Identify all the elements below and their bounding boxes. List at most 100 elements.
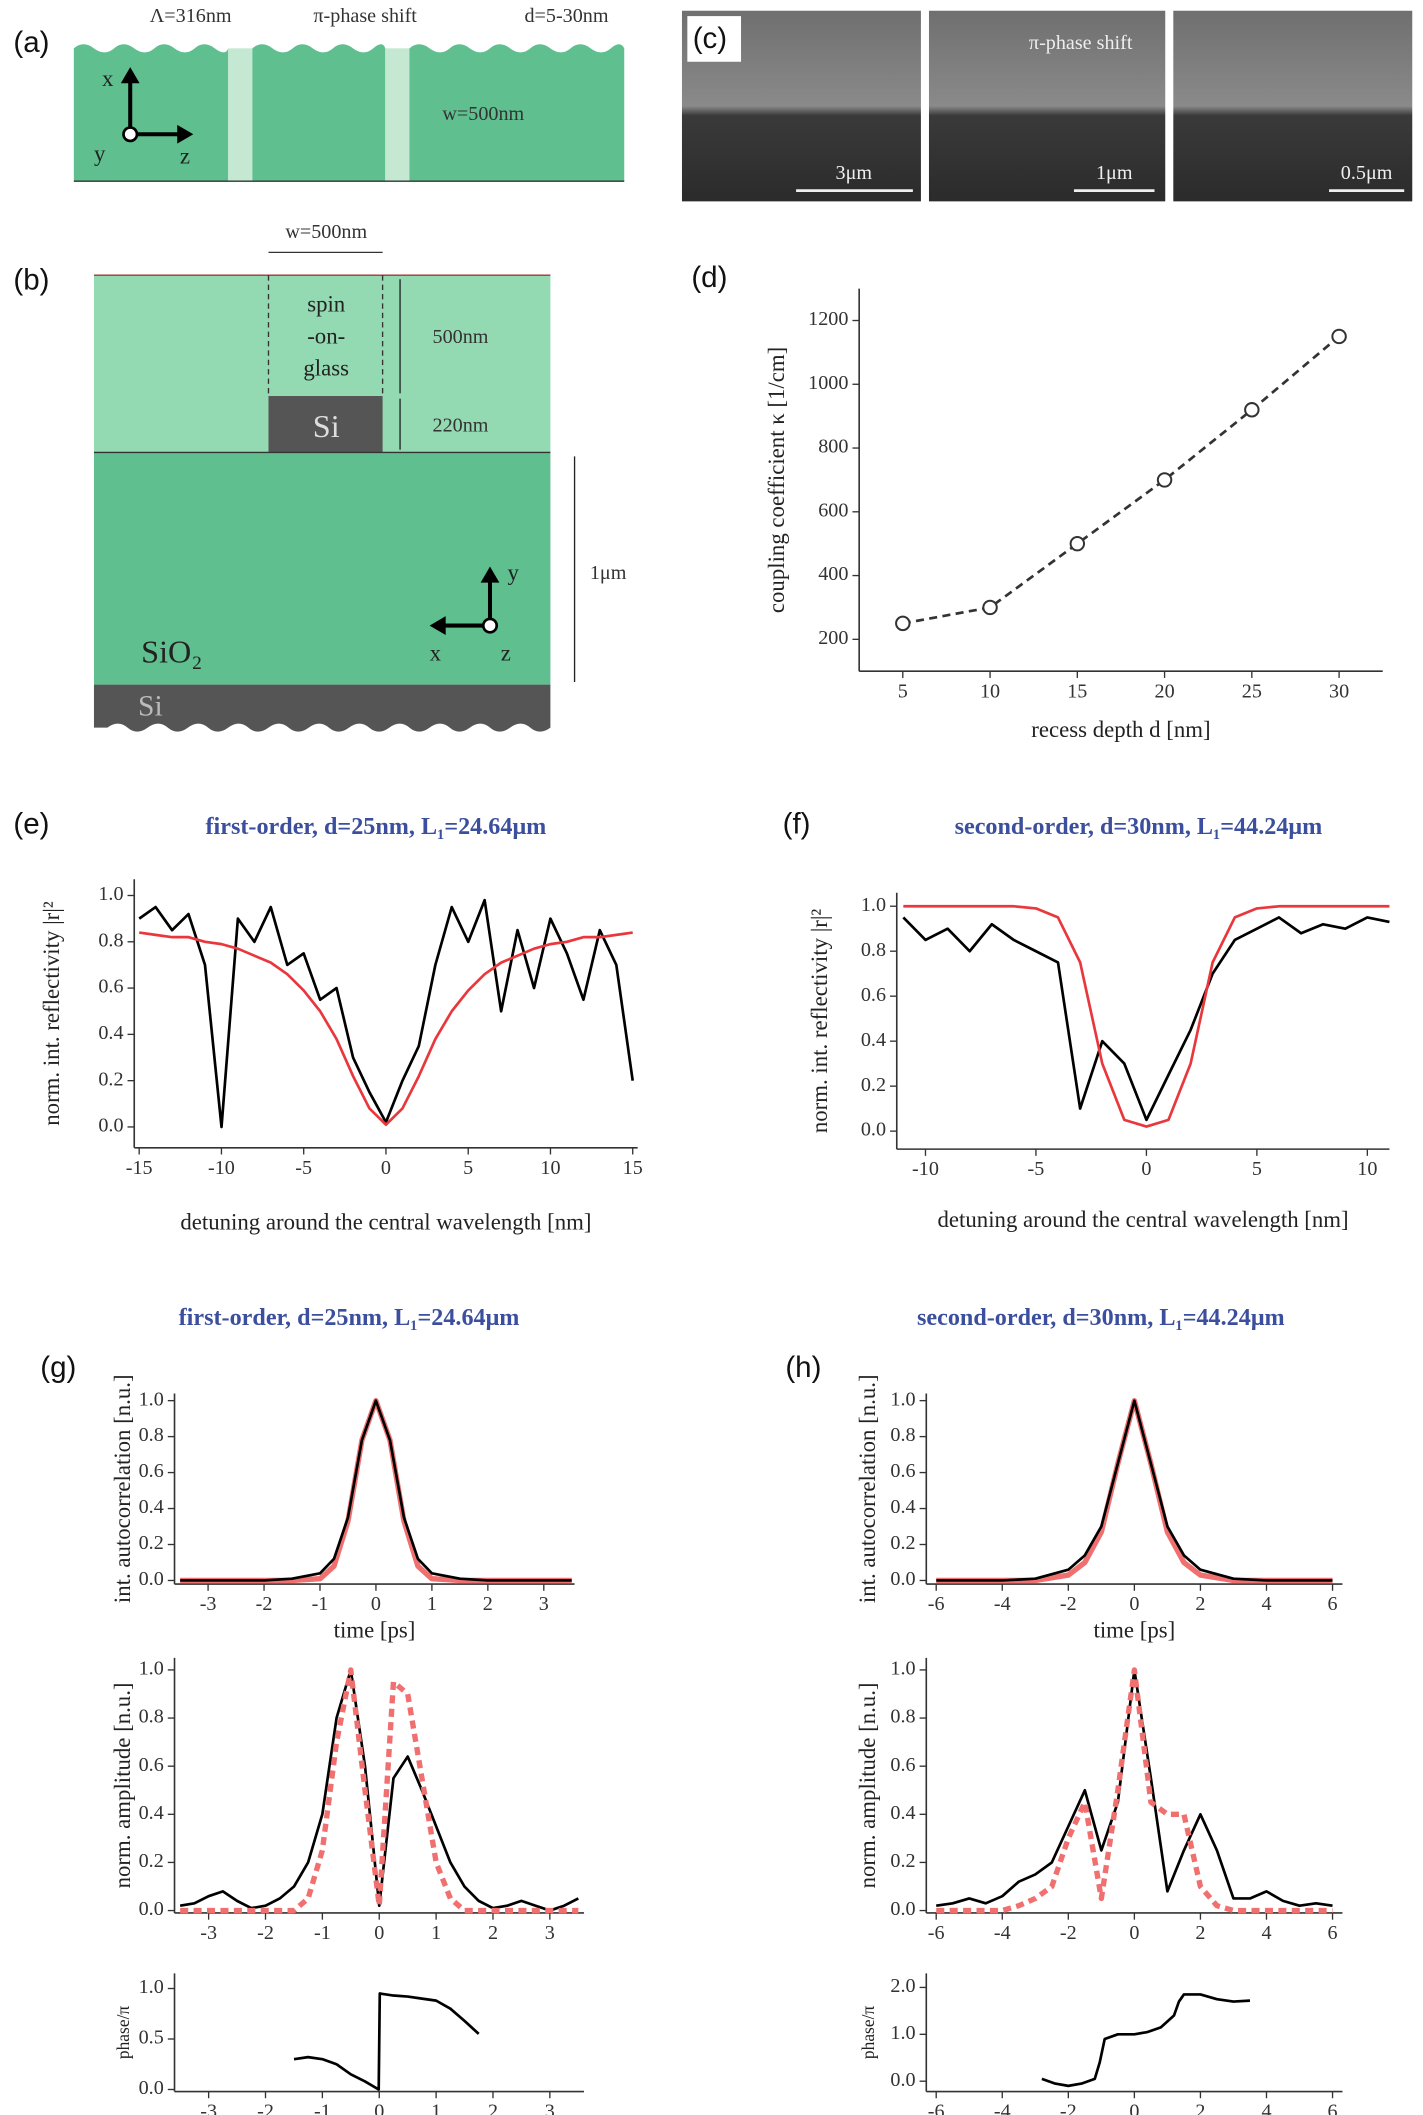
y-tick-label: 0.6 [139, 1754, 164, 1776]
y-tick-label: 0.8 [890, 1706, 915, 1728]
y-tick-label: 0.2 [890, 1850, 915, 1872]
sem-image [1173, 10, 1413, 202]
panel-label: (g) [40, 1351, 76, 1384]
box-label: SiO₂ [141, 633, 202, 669]
series-line [179, 1668, 579, 1912]
x-tick-label: 10 [980, 680, 1000, 702]
data-point [1331, 328, 1347, 345]
y-tick-label: 0.4 [890, 1802, 915, 1824]
y-tick-label: 0.2 [890, 1532, 915, 1554]
x-tick-label: -2 [256, 1593, 273, 1615]
y-tick-label: 1.0 [890, 2022, 915, 2044]
axis-label: y [94, 141, 106, 166]
x-tick-label: 2 [1195, 2101, 1205, 2115]
panel-label: (b) [13, 264, 49, 297]
y-tick-label: 0.4 [139, 1802, 164, 1824]
x-axis-label: time [ps] [1094, 1618, 1176, 1643]
y-tick-label: 0.0 [890, 1568, 915, 1590]
waveguide-section [409, 44, 625, 182]
sem-image [928, 10, 1166, 202]
x-tick-label: -6 [928, 2101, 945, 2115]
y-axis-label: phase/π [858, 2006, 878, 2060]
x-tick-label: 10 [1357, 1158, 1377, 1180]
axis-cross [481, 617, 499, 634]
x-tick-label: 0 [371, 1593, 381, 1615]
x-tick-label: 2 [488, 2101, 498, 2115]
series-line [180, 1399, 572, 1582]
y-tick-label: 0.6 [890, 1754, 915, 1776]
x-tick-label: -6 [928, 1922, 945, 1944]
x-tick-label: -3 [200, 1593, 217, 1615]
x-axis-label: time [ps] [334, 1618, 416, 1643]
arrow-head [480, 566, 500, 583]
core-label: Si [313, 408, 340, 444]
x-tick-label: -1 [314, 1922, 331, 1944]
cladding-label: spin [307, 291, 346, 316]
data-point [1156, 472, 1173, 488]
y-tick-label: 0.2 [98, 1068, 123, 1090]
y-axis-label: int. autocorrelation [n.u.] [855, 1374, 880, 1603]
y-tick-label: 0.6 [98, 976, 123, 998]
x-tick-label: -3 [200, 1922, 217, 1944]
x-tick-label: 0 [381, 1157, 391, 1179]
y-tick-label: 0.6 [139, 1460, 164, 1482]
axis-label: y [507, 560, 519, 585]
series-line [293, 1992, 480, 2091]
x-tick-label: 3 [545, 2101, 555, 2115]
x-tick-label: 15 [1067, 680, 1087, 702]
series-line [138, 898, 635, 1129]
scale-label: 0.5μm [1341, 162, 1393, 184]
x-tick-label: 1 [427, 1593, 437, 1615]
x-tick-label: 4 [1261, 2101, 1271, 2115]
series-line [936, 1398, 1333, 1584]
x-tick-label: 5 [463, 1157, 473, 1179]
x-tick-label: -10 [208, 1157, 235, 1179]
y-tick-label: 0.0 [890, 1898, 915, 1920]
series-line [1041, 1993, 1251, 2088]
label-box [687, 16, 742, 62]
y-tick-label: 1.0 [890, 1658, 915, 1680]
x-tick-label: -1 [314, 2101, 331, 2115]
x-tick-label: 0 [374, 2101, 384, 2115]
x-tick-label: 2 [483, 1593, 493, 1615]
period-label: Λ=316nm [150, 5, 232, 27]
x-tick-label: 3 [539, 1593, 549, 1615]
y-tick-label: 200 [818, 627, 848, 649]
y-tick-label: 1.0 [139, 1658, 164, 1680]
scale-label: 3μm [836, 162, 873, 184]
series-line [902, 916, 1390, 1122]
x-tick-label: -5 [295, 1157, 312, 1179]
y-tick-label: 0.8 [139, 1706, 164, 1728]
chart-title: first-order, d=25nm, L₁=24.64μm [205, 813, 546, 840]
x-tick-label: 0 [1129, 1922, 1139, 1944]
x-tick-label: -15 [126, 1157, 153, 1179]
y-tick-label: 0.2 [139, 1532, 164, 1554]
y-tick-label: 0.8 [139, 1424, 164, 1446]
y-axis-label: phase/π [113, 2006, 133, 2060]
y-tick-label: 1.0 [139, 1976, 164, 1998]
y-tick-label: 0.4 [139, 1496, 164, 1518]
y-tick-label: 1.0 [890, 1388, 915, 1410]
data-point [895, 615, 911, 632]
y-tick-label: 800 [818, 436, 848, 458]
data-point [982, 599, 998, 616]
y-axis-label: int. autocorrelation [n.u.] [110, 1374, 135, 1603]
series-line [936, 1668, 1333, 1908]
series-line [139, 931, 633, 1127]
axis-label: z [180, 144, 190, 169]
x-tick-label: -5 [1028, 1158, 1045, 1180]
panel-label: (h) [785, 1351, 821, 1384]
panel-a: (a) Λ=316nm π-phase shift d=5-30nm w=500… [13, 5, 625, 182]
x-tick-label: 2 [1195, 1593, 1205, 1615]
x-tick-label: -4 [994, 1593, 1011, 1615]
series-line [936, 1667, 1333, 1914]
panel-label: (d) [691, 261, 727, 294]
y-tick-label: 1.0 [861, 894, 886, 916]
data-point [1069, 535, 1086, 552]
x-tick-label: -10 [912, 1158, 939, 1180]
chart-title: first-order, d=25nm, L₁=24.64μm [179, 1304, 520, 1331]
y-tick-label: 1000 [808, 372, 848, 394]
cladding-height: 500nm [433, 326, 489, 348]
x-tick-label: 1 [431, 2101, 441, 2115]
y-tick-label: 0.0 [890, 2069, 915, 2091]
